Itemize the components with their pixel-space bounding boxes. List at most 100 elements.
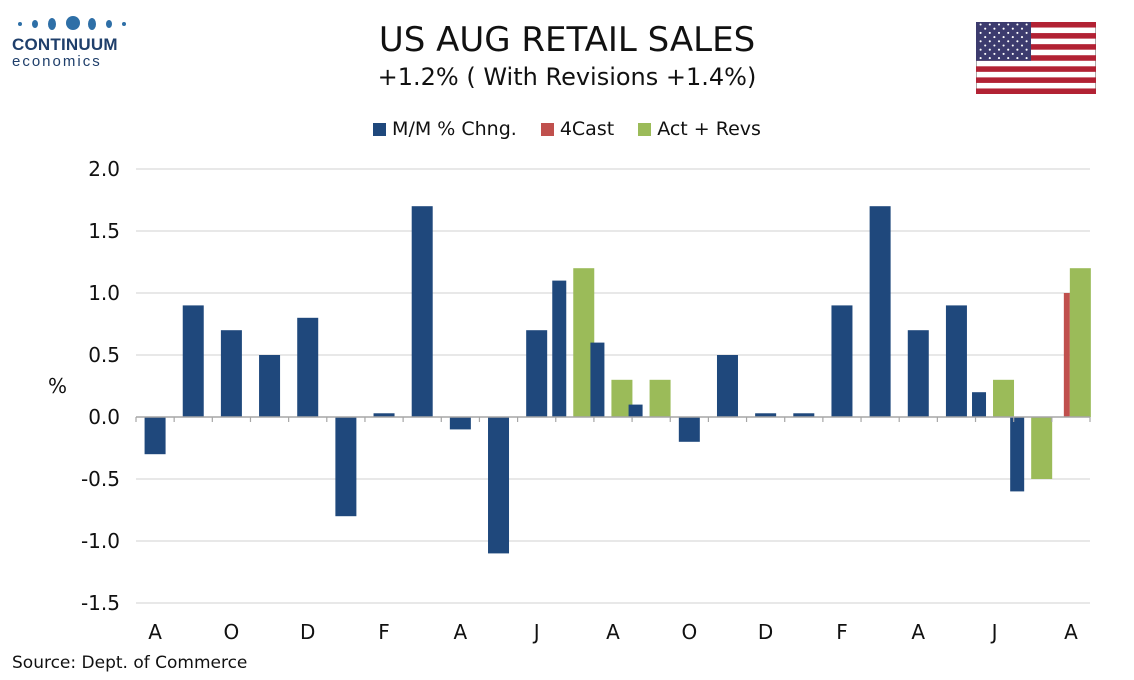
flag-star xyxy=(1020,44,1024,47)
flag-star xyxy=(1007,23,1010,26)
bar-mm xyxy=(590,342,605,417)
flag-star xyxy=(1025,40,1028,43)
x-tick-label: A xyxy=(911,620,925,644)
flag-star xyxy=(1025,48,1028,51)
flag-star xyxy=(997,40,1001,43)
flag-star xyxy=(1007,40,1010,43)
continuum-logo: CONTINUUM economics xyxy=(12,14,137,70)
flag-star xyxy=(1002,27,1005,30)
bar-mm xyxy=(831,305,853,417)
bar-mm xyxy=(144,417,166,455)
y-tick-label: -1.0 xyxy=(81,529,120,553)
bar-mm xyxy=(972,392,987,417)
us-flag-icon xyxy=(976,22,1096,94)
flag-star xyxy=(984,44,987,47)
x-tick-label: D xyxy=(300,620,315,644)
y-tick-label: -0.5 xyxy=(81,467,120,491)
bar-act-revs xyxy=(573,268,595,417)
bar-forecast xyxy=(1063,293,1070,417)
legend-item-mm: M/M % Chng. xyxy=(373,118,517,140)
x-tick-label: F xyxy=(378,620,390,644)
x-tick-label: A xyxy=(148,620,162,644)
flag-star xyxy=(997,31,1001,34)
flag-star xyxy=(1025,23,1028,26)
bar-mm xyxy=(411,206,433,417)
bar-mm xyxy=(526,330,548,417)
flag-star xyxy=(1025,57,1028,60)
chart-title: US AUG RETAIL SALES xyxy=(378,20,756,60)
flag-star xyxy=(1011,44,1014,47)
flag-star xyxy=(984,27,987,30)
source-note: Source: Dept. of Commerce xyxy=(12,653,248,673)
bar-mm xyxy=(552,280,567,417)
x-tick-label: F xyxy=(836,620,848,644)
legend-swatch-forecast xyxy=(540,122,554,136)
flag-star xyxy=(1016,23,1019,26)
flag-stripe xyxy=(976,77,1096,83)
flag-star xyxy=(1020,52,1024,55)
gridlines xyxy=(136,168,1090,604)
y-tick-label: 0.0 xyxy=(88,405,120,429)
flag-star xyxy=(993,44,996,47)
x-tick-label: J xyxy=(532,620,540,644)
flag-star xyxy=(1011,52,1014,55)
flag-star xyxy=(984,52,987,55)
legend-item-revs: Act + Revs xyxy=(638,118,761,140)
x-tick-label: O xyxy=(681,620,697,644)
bar-mm xyxy=(220,330,242,417)
flag-star xyxy=(1020,36,1024,39)
flag-star xyxy=(988,31,991,34)
x-tick-label: J xyxy=(990,620,998,644)
bar-mm xyxy=(488,417,510,554)
bar-mm xyxy=(449,417,471,430)
flag-star xyxy=(1016,57,1019,60)
bar-mm xyxy=(335,417,357,517)
bar-mm xyxy=(1010,417,1025,492)
logo-dots xyxy=(12,14,137,34)
bar-act-revs xyxy=(993,379,1015,417)
legend-label-mm: M/M % Chng. xyxy=(392,118,517,140)
flag-star xyxy=(988,48,991,51)
flag-stripe xyxy=(976,88,1096,94)
flag-stripes xyxy=(976,22,1096,94)
flag-star xyxy=(1016,31,1019,34)
flag-star xyxy=(984,36,987,39)
flag-star xyxy=(1007,31,1010,34)
flag-star xyxy=(1011,36,1014,39)
legend-label-forecast: 4Cast xyxy=(559,118,615,140)
bar-mm xyxy=(678,417,700,442)
flag-star xyxy=(1007,48,1010,51)
flag-star xyxy=(997,57,1001,60)
flag-star xyxy=(997,23,1001,26)
flag-star xyxy=(988,57,991,60)
flag-star xyxy=(993,27,996,30)
x-tick-label: A xyxy=(454,620,468,644)
bar-mm xyxy=(182,305,204,417)
bar-mm xyxy=(869,206,891,417)
bar-act-revs xyxy=(1069,268,1091,417)
y-tick-label: 2.0 xyxy=(88,157,120,181)
x-tick-label: D xyxy=(758,620,773,644)
flag-stripe xyxy=(976,33,1096,39)
logo-dot xyxy=(106,20,112,28)
flag-stripe xyxy=(976,66,1096,72)
flag-star xyxy=(1002,36,1005,39)
flag-star xyxy=(993,52,996,55)
flag-star xyxy=(988,23,991,26)
bar-mm xyxy=(716,355,738,417)
bar-mm xyxy=(755,413,777,417)
flag-star xyxy=(979,23,982,26)
flag-star xyxy=(1002,44,1005,47)
flag-star xyxy=(988,40,991,43)
flag-star xyxy=(1016,48,1019,51)
bars xyxy=(144,206,1091,554)
legend-swatch-mm xyxy=(373,122,387,136)
flag-star xyxy=(993,36,996,39)
bar-mm xyxy=(793,413,815,417)
logo-dot xyxy=(48,18,56,30)
y-axis-label: % xyxy=(48,374,68,398)
chart-subtitle: +1.2% ( With Revisions +1.4%) xyxy=(377,63,757,91)
bar-mm xyxy=(373,413,395,417)
